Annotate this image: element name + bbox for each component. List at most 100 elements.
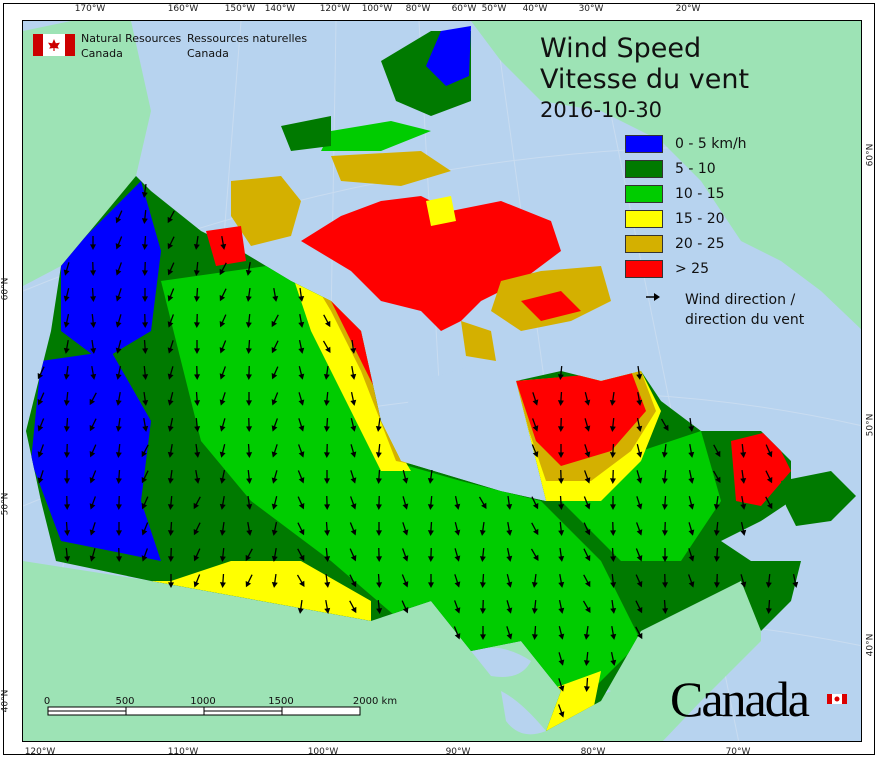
wind-arrow (194, 365, 201, 380)
wind-arrow (610, 625, 617, 640)
wind-arrow (558, 495, 565, 510)
wind-arrow (479, 599, 486, 614)
wind-arrow (141, 496, 149, 510)
wind-arrow (376, 599, 383, 614)
wind-arrow (63, 365, 70, 380)
wind-arrow (688, 548, 695, 562)
wind-arrow (478, 496, 487, 510)
wind-arrow (558, 573, 565, 588)
wind-arrow (63, 391, 70, 406)
wind-arrow (141, 470, 149, 484)
wind-arrow (64, 547, 71, 562)
wind-arrow (350, 470, 357, 484)
wind-arrow (246, 417, 253, 432)
wind-arrow (115, 210, 123, 224)
wind-arrow (531, 418, 539, 432)
wind-arrow (271, 522, 278, 536)
wind-arrow (583, 522, 591, 536)
wind-arrow (297, 470, 305, 484)
lon-tick-top: 150°W (224, 4, 256, 14)
wind-arrow (454, 496, 461, 510)
wind-arrow (506, 495, 513, 510)
wind-arrow (583, 651, 590, 666)
wind-arrow (376, 547, 383, 562)
wind-arrow (557, 417, 564, 432)
wind-arrow (323, 314, 331, 328)
wind-arrow (506, 548, 513, 562)
title-fr: Vitesse du vent (540, 64, 750, 95)
wind-arrow (90, 339, 97, 354)
wind-arrow (90, 365, 97, 380)
lat-tick-left: 50°N (0, 492, 11, 516)
wind-arrow (37, 444, 45, 458)
wind-direction-fr: direction du vent (685, 312, 805, 328)
canada-wordmark: Canada (670, 671, 810, 727)
wind-arrow (193, 261, 200, 276)
agency-name-en: Natural Resources Canada (81, 31, 181, 61)
wind-arrow (453, 600, 461, 614)
greenland (471, 21, 861, 330)
wind-arrow (323, 365, 330, 380)
wind-arrow (194, 469, 201, 484)
wind-arrow (193, 522, 201, 536)
wind-arrow (142, 313, 149, 328)
wind-arrow (557, 365, 564, 380)
wind-arrow (558, 444, 564, 458)
wind-arrow (90, 261, 97, 276)
wind-arrow (219, 521, 226, 536)
wind-arrow (219, 495, 226, 510)
wind-arrow (531, 599, 538, 614)
wind-arrow (115, 262, 123, 276)
wind-arrow (219, 444, 226, 458)
wind-arrow (713, 444, 721, 458)
wind-arrow (141, 261, 148, 276)
wind-arrow (246, 392, 252, 406)
lon-tick-bottom: 100°W (307, 747, 339, 757)
wind-speed-map[interactable] (22, 20, 862, 742)
wind-arrow (271, 314, 279, 328)
legend-label: 5 - 10 (675, 161, 716, 177)
wind-arrow (635, 548, 643, 562)
wind-arrow (530, 548, 539, 562)
wind-arrow (271, 340, 279, 354)
wind-arrow (167, 340, 174, 354)
wind-arrow (298, 313, 305, 328)
wind-arrow (168, 574, 174, 588)
legend-swatch (625, 210, 663, 228)
lon-tick-top: 80°W (405, 4, 431, 14)
wind-arrow (765, 444, 773, 458)
wind-arrow (193, 287, 200, 302)
wind-arrow (558, 652, 565, 666)
wind-arrow (271, 547, 278, 562)
legend-item: > 25 (625, 259, 709, 279)
wind-arrow (376, 573, 383, 588)
wind-arrow (63, 288, 70, 302)
wind-arrow (635, 626, 643, 640)
wind-arrow (272, 287, 279, 302)
wind-arrow (713, 573, 720, 588)
agency-name-fr: Ressources naturelles Canada (187, 31, 307, 61)
wind-arrow (349, 600, 357, 614)
scale-label: 1500 (268, 696, 294, 707)
wind-arrow (141, 235, 148, 250)
wind-arrow (635, 574, 643, 588)
wind-arrow (453, 626, 461, 640)
wind-arrow (141, 444, 149, 458)
wind-arrow (713, 521, 720, 536)
wind-arrow (635, 522, 643, 536)
wind-arrow (141, 522, 149, 536)
wind-arrow (142, 339, 149, 354)
wind-arrow (660, 418, 669, 432)
wind-arrow (402, 470, 409, 484)
wind-arrow (167, 418, 174, 432)
wind-arrow (687, 574, 695, 588)
wind-arrow (142, 391, 149, 406)
wind-arrow (350, 392, 357, 406)
wind-arrow (297, 548, 305, 562)
wind-arrow (141, 209, 148, 224)
wind-arrow (245, 287, 252, 302)
wind-arrow (219, 366, 227, 380)
wind-arrow (219, 547, 226, 562)
wind-arrow (63, 443, 70, 458)
wind-arrow (636, 418, 643, 432)
